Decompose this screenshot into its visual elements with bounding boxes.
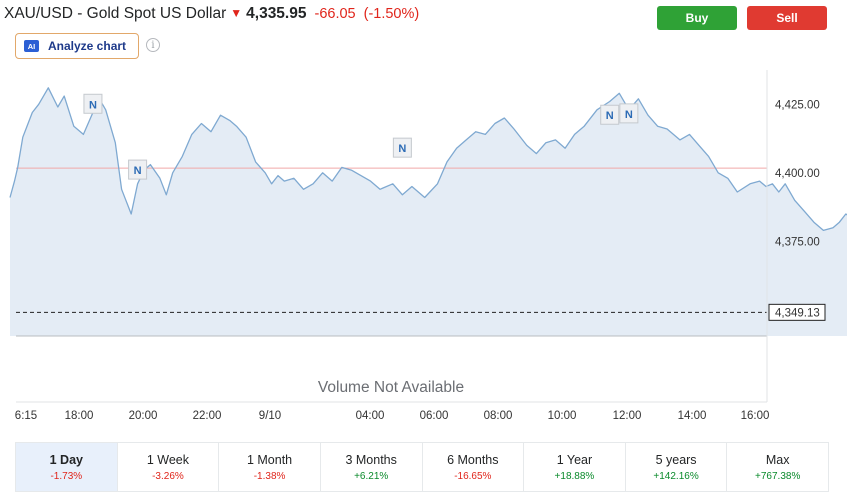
price-change: -66.05 — [314, 6, 356, 22]
period-tab[interactable]: 3 Months +6.21% — [320, 443, 423, 491]
x-tick-label: 22:00 — [193, 410, 222, 422]
period-change: +767.38% — [755, 470, 801, 482]
x-tick-label: 18:00 — [65, 410, 94, 422]
period-change: +142.16% — [653, 470, 699, 482]
period-selector: 1 Day -1.73% 1 Week -3.26% 1 Month -1.38% 3 Mo… — [15, 442, 829, 492]
price-chart[interactable]: Investing.com4,425.004,400.004,375.004,3… — [0, 70, 847, 442]
analyze-chart-label: Analyze chart — [48, 39, 127, 53]
x-tick-label: 10:00 — [548, 410, 577, 422]
y-tick-label: 4,425.00 — [775, 99, 820, 111]
arrow-down-icon: ▼ — [230, 6, 243, 20]
period-label: 6 Months — [447, 452, 499, 467]
period-change: -3.26% — [152, 470, 184, 482]
period-label: 1 Day — [49, 452, 83, 467]
news-marker[interactable] — [619, 103, 639, 124]
analyze-chart-button[interactable]: AI Analyze chart — [15, 33, 139, 59]
period-label: 1 Year — [556, 452, 593, 467]
news-marker[interactable] — [83, 93, 103, 114]
period-tab[interactable]: Max +767.38% — [727, 443, 828, 491]
x-tick-label: 6:15 — [15, 410, 37, 422]
period-label: Max — [765, 452, 790, 467]
news-marker[interactable] — [392, 137, 412, 158]
x-tick-label: 12:00 — [613, 410, 642, 422]
x-tick-label: 16:00 — [741, 410, 770, 422]
period-label: 1 Week — [146, 452, 190, 467]
instrument-title-row: XAU/USD - Gold Spot US Dollar ▼ 4,335.95… — [4, 5, 419, 23]
period-change: -1.73% — [50, 470, 83, 482]
y-tick-label: 4,400.00 — [775, 168, 820, 180]
period-label: 5 years — [655, 452, 697, 467]
x-tick-label: 20:00 — [129, 410, 158, 422]
period-tab[interactable]: 5 years +142.16% — [625, 443, 728, 491]
price-change-percent: (-1.50%) — [363, 6, 420, 22]
period-change: -16.65% — [454, 470, 492, 482]
news-marker[interactable] — [128, 159, 148, 180]
period-tab[interactable]: 1 Day -1.73% — [16, 443, 118, 491]
last-price-tag — [768, 303, 826, 321]
period-tab[interactable]: 1 Month -1.38% — [219, 443, 321, 491]
last-price: 4,335.95 — [246, 5, 307, 22]
last-price-label: 4,349.13 — [775, 307, 820, 319]
x-tick-label: 04:00 — [356, 410, 385, 422]
period-tab[interactable]: 1 Year +18.88% — [524, 443, 626, 491]
price-area-fill — [10, 87, 847, 336]
instrument-name: XAU/USD - Gold Spot US Dollar — [4, 5, 227, 22]
buy-button[interactable]: Buy — [657, 6, 737, 30]
volume-unavailable-text: Volume Not Available — [318, 379, 464, 396]
period-change: -1.38% — [253, 470, 286, 482]
x-tick-label: 08:00 — [484, 410, 513, 422]
news-marker-label[interactable]: N — [134, 165, 142, 177]
period-change: +6.21% — [354, 470, 389, 482]
news-marker-label[interactable]: N — [398, 143, 406, 155]
x-tick-label: 14:00 — [678, 410, 707, 422]
period-tab[interactable]: 6 Months -16.65% — [422, 443, 525, 491]
period-label: 1 Month — [246, 452, 293, 467]
ai-icon: AI — [24, 40, 39, 52]
news-marker-label[interactable]: N — [89, 99, 97, 111]
period-tab[interactable]: 1 Week -3.26% — [117, 443, 220, 491]
instrument-header: XAU/USD - Gold Spot US Dollar ▼ 4,335.95… — [0, 0, 847, 66]
news-marker-label[interactable]: N — [625, 109, 633, 121]
info-icon[interactable]: i — [146, 38, 160, 52]
period-label: 3 Months — [345, 452, 397, 467]
x-tick-label: 9/10 — [259, 410, 281, 422]
news-marker[interactable] — [600, 104, 620, 125]
period-change: +18.88% — [554, 470, 595, 482]
y-tick-label: 4,375.00 — [775, 236, 820, 248]
news-marker-label[interactable]: N — [606, 110, 614, 122]
sell-button[interactable]: Sell — [747, 6, 827, 30]
x-tick-label: 06:00 — [420, 410, 449, 422]
